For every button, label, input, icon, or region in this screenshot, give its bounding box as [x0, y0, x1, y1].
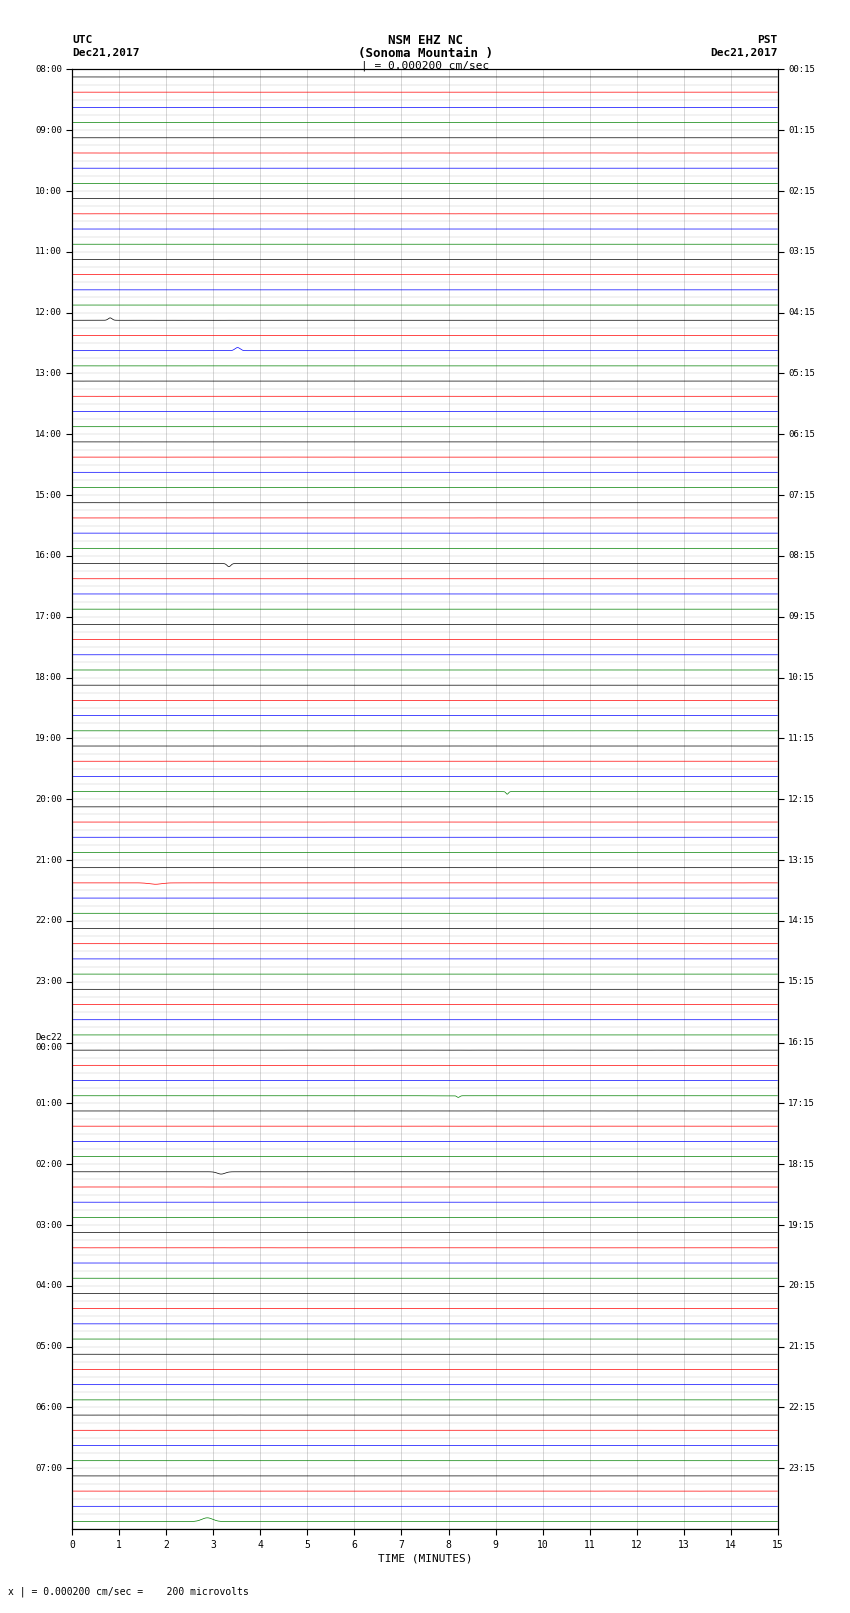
- Text: | = 0.000200 cm/sec: | = 0.000200 cm/sec: [361, 61, 489, 71]
- X-axis label: TIME (MINUTES): TIME (MINUTES): [377, 1553, 473, 1563]
- Text: NSM EHZ NC: NSM EHZ NC: [388, 34, 462, 47]
- Text: PST: PST: [757, 35, 778, 45]
- Text: Dec21,2017: Dec21,2017: [72, 48, 139, 58]
- Text: UTC: UTC: [72, 35, 93, 45]
- Text: (Sonoma Mountain ): (Sonoma Mountain ): [358, 47, 492, 60]
- Text: Dec21,2017: Dec21,2017: [711, 48, 778, 58]
- Text: x | = 0.000200 cm/sec =    200 microvolts: x | = 0.000200 cm/sec = 200 microvolts: [8, 1587, 249, 1597]
